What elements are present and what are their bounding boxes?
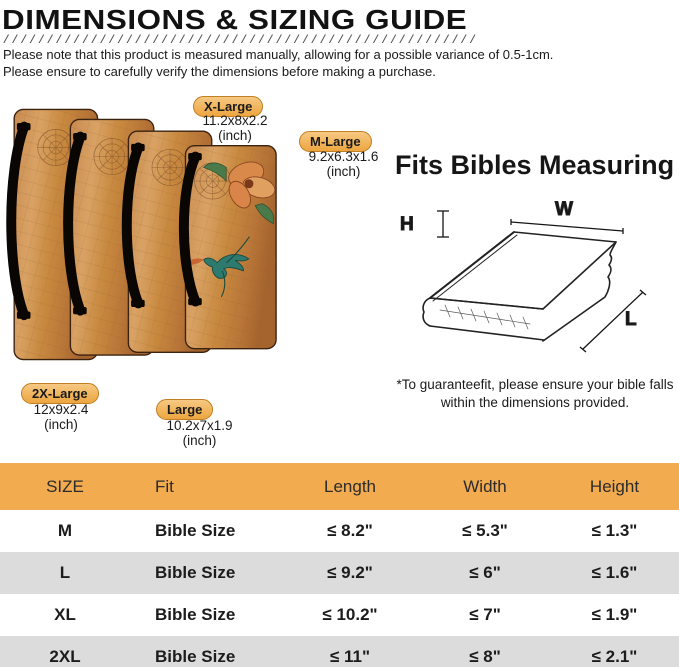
svg-text:H: H	[400, 214, 414, 235]
svg-text:W: W	[555, 199, 573, 220]
svg-text:L: L	[625, 309, 637, 330]
